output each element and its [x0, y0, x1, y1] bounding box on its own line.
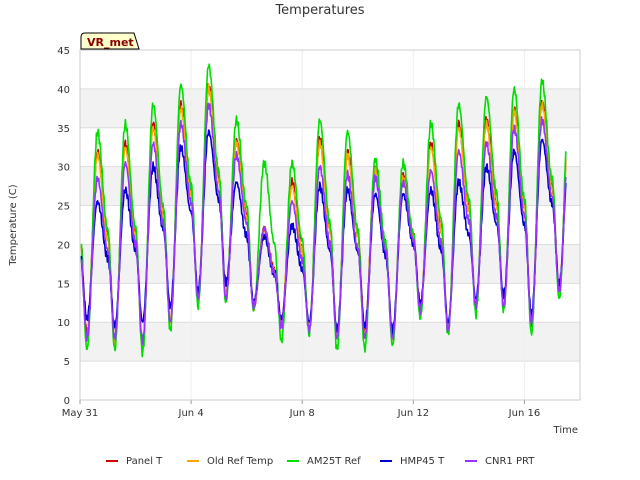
- series-line-cnr1-prt: [80, 102, 567, 346]
- y-tick-label: 5: [64, 357, 70, 368]
- chart-title: Temperatures: [274, 3, 364, 18]
- legend-label: AM25T Ref: [307, 456, 361, 467]
- y-tick-label: 40: [57, 85, 70, 96]
- y-tick-label: 35: [57, 124, 70, 135]
- y-tick-label: 0: [64, 396, 70, 407]
- site-label-badge: VR_met: [80, 32, 140, 50]
- x-tick-label: Jun 4: [178, 408, 204, 419]
- y-axis-label: Temperature (C): [8, 184, 19, 266]
- x-axis-ticks: May 31 Jun 4 Jun 8 Jun 12 Jun 16: [62, 400, 540, 419]
- background-band: [80, 322, 580, 362]
- x-tick-label: Jun 8: [289, 408, 315, 419]
- plot-frame: [79, 49, 581, 401]
- legend-label: Panel T: [126, 456, 163, 467]
- site-label: VR_met: [87, 36, 134, 49]
- y-axis-ticks: 0 5 10 15 20 25 30 35 40 45: [57, 46, 70, 407]
- y-tick-label: 45: [57, 46, 70, 57]
- y-tick-label: 10: [57, 318, 70, 329]
- x-tick-label: Jun 16: [508, 408, 541, 419]
- legend: Panel T Old Ref Temp AM25T Ref HMP45 T CNR1 …: [106, 456, 535, 467]
- y-tick-label: 15: [57, 279, 70, 290]
- x-tick-label: May 31: [62, 408, 99, 419]
- series-lines: [80, 63, 567, 358]
- x-tick-label: Jun 12: [397, 408, 430, 419]
- series-line-old-ref-temp: [80, 83, 567, 347]
- legend-label: HMP45 T: [400, 456, 445, 467]
- y-tick-label: 20: [57, 240, 70, 251]
- background-band: [80, 88, 580, 128]
- legend-label: Old Ref Temp: [207, 456, 273, 467]
- series-line-hmp45-t: [80, 129, 567, 335]
- background-bands: [80, 88, 580, 362]
- x-axis-label: Time: [553, 425, 578, 436]
- series-line-am25t-ref: [80, 63, 567, 358]
- y-tick-label: 25: [57, 202, 70, 213]
- legend-label: CNR1 PRT: [485, 456, 535, 467]
- y-tick-label: 30: [57, 163, 70, 174]
